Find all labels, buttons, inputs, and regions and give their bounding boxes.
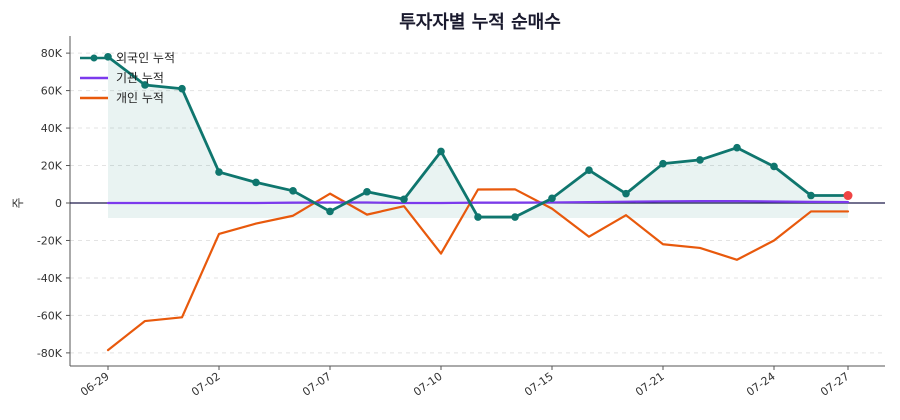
foreign-point [252,178,260,187]
y-tick-label: 0 [55,197,62,210]
legend-label: 기관 누적 [116,71,164,85]
foreign-point [400,195,408,204]
foreign-point [511,213,519,221]
chart-title: 투자자별 누적 순매수 [399,12,561,33]
x-tick-label: 07-15 [522,370,556,399]
y-tick-label: -80K [37,347,63,360]
y-tick-label: 40K [41,122,63,135]
foreign-point [622,189,630,198]
x-tick-label: 07-27 [818,370,852,399]
foreign-point [474,213,482,221]
foreign-point [289,187,297,195]
y-axis-label: 주 [11,197,25,208]
foreign-point [326,207,334,216]
y-tick-label: 60K [41,85,63,98]
y-tick-label: -60K [37,309,63,322]
foreign-point [807,191,815,200]
x-tick-label: 06-29 [78,370,112,399]
y-tick-label: -40K [37,272,63,285]
foreign-point [585,166,593,175]
foreign-point [770,162,778,171]
foreign-point [733,143,741,152]
legend-label: 외국인 누적 [116,51,175,65]
foreign-point [178,84,186,93]
foreign-point [696,156,704,164]
foreign-point [215,168,223,176]
legend-marker [90,54,98,62]
last-point-highlight [843,191,853,201]
foreign-point [548,194,556,203]
foreign-point [141,81,149,89]
x-tick-label: 07-10 [411,370,445,399]
x-tick-label: 07-02 [189,370,223,399]
y-tick-label: 80K [41,47,63,60]
individual-line [106,188,850,352]
x-tick-label: 07-21 [633,370,667,399]
foreign-point [659,159,667,168]
y-tick-label: 20K [41,160,63,173]
y-tick-label: -20K [37,234,63,247]
x-tick-label: 07-07 [300,370,334,399]
foreign-point [363,187,371,196]
legend-label: 개인 누적 [116,91,164,105]
foreign-area-fill [108,56,848,218]
x-tick-label: 07-24 [744,370,778,399]
institution-line [106,200,850,205]
foreign-point [437,147,445,156]
